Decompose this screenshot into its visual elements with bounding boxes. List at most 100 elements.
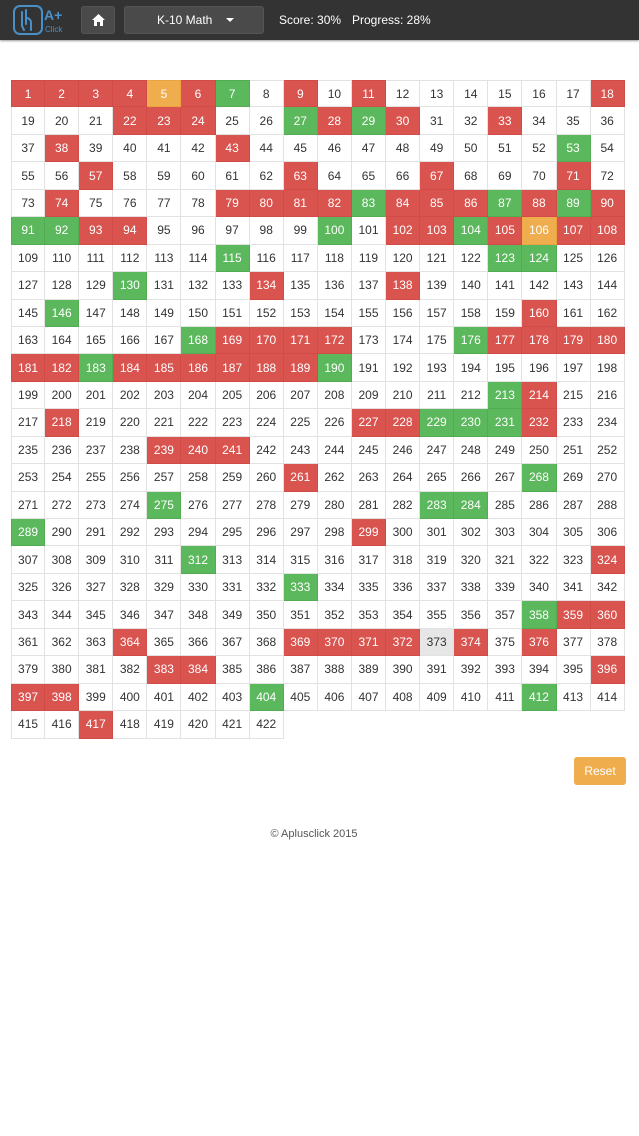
- number-cell[interactable]: 128: [45, 272, 80, 300]
- number-cell[interactable]: 227: [351, 409, 387, 437]
- number-cell[interactable]: 110: [45, 244, 80, 273]
- number-cell[interactable]: 276: [181, 491, 216, 519]
- number-cell[interactable]: 390: [386, 656, 421, 684]
- number-cell[interactable]: 170: [249, 326, 284, 355]
- number-cell[interactable]: 241: [215, 436, 250, 465]
- number-cell[interactable]: 335: [351, 573, 387, 602]
- number-cell[interactable]: 211: [420, 381, 455, 410]
- home-button[interactable]: [81, 6, 115, 34]
- number-cell[interactable]: 375: [488, 628, 523, 657]
- number-cell[interactable]: 328: [113, 573, 148, 602]
- number-cell[interactable]: 373: [420, 628, 455, 657]
- number-cell[interactable]: 315: [283, 546, 318, 574]
- number-cell[interactable]: 415: [11, 711, 46, 739]
- number-cell[interactable]: 37: [11, 134, 46, 163]
- number-cell[interactable]: 107: [556, 217, 591, 245]
- number-cell[interactable]: 205: [215, 381, 250, 410]
- number-cell[interactable]: 102: [386, 217, 421, 245]
- number-cell[interactable]: 279: [283, 491, 318, 519]
- number-cell[interactable]: 17: [556, 80, 591, 108]
- number-cell[interactable]: 233: [556, 409, 591, 437]
- number-cell[interactable]: 240: [181, 436, 216, 465]
- number-cell[interactable]: 89: [556, 189, 591, 218]
- number-cell[interactable]: 71: [556, 162, 591, 190]
- number-cell[interactable]: 253: [11, 464, 46, 492]
- number-cell[interactable]: 9: [283, 80, 318, 108]
- number-cell[interactable]: 413: [556, 683, 591, 712]
- number-cell[interactable]: 172: [317, 326, 352, 355]
- number-cell[interactable]: 180: [590, 326, 625, 355]
- number-cell[interactable]: 409: [420, 683, 455, 712]
- number-cell[interactable]: 144: [590, 272, 625, 300]
- number-cell[interactable]: 163: [11, 326, 46, 355]
- number-cell[interactable]: 313: [215, 546, 250, 574]
- number-cell[interactable]: 231: [488, 409, 523, 437]
- number-cell[interactable]: 63: [283, 162, 318, 190]
- number-cell[interactable]: 274: [113, 491, 148, 519]
- number-cell[interactable]: 281: [351, 491, 387, 519]
- number-cell[interactable]: 43: [215, 134, 250, 163]
- number-cell[interactable]: 246: [386, 436, 421, 465]
- number-cell[interactable]: 47: [351, 134, 387, 163]
- number-cell[interactable]: 283: [420, 491, 455, 519]
- number-cell[interactable]: 177: [488, 326, 523, 355]
- number-cell[interactable]: 29: [351, 107, 387, 135]
- number-cell[interactable]: 157: [420, 299, 455, 327]
- number-cell[interactable]: 38: [45, 134, 80, 163]
- number-cell[interactable]: 312: [181, 546, 216, 574]
- number-cell[interactable]: 53: [556, 134, 591, 163]
- number-cell[interactable]: 12: [386, 80, 421, 108]
- number-cell[interactable]: 13: [420, 80, 455, 108]
- number-cell[interactable]: 123: [488, 244, 523, 273]
- number-cell[interactable]: 347: [147, 601, 182, 629]
- number-cell[interactable]: 397: [11, 683, 46, 712]
- number-cell[interactable]: 367: [215, 628, 250, 657]
- number-cell[interactable]: 3: [79, 80, 114, 108]
- number-cell[interactable]: 280: [317, 491, 352, 519]
- number-cell[interactable]: 148: [113, 299, 148, 327]
- number-cell[interactable]: 374: [454, 628, 489, 657]
- number-cell[interactable]: 171: [283, 326, 318, 355]
- number-cell[interactable]: 132: [181, 272, 216, 300]
- number-cell[interactable]: 284: [454, 491, 489, 519]
- number-cell[interactable]: 75: [79, 189, 114, 218]
- number-cell[interactable]: 365: [147, 628, 182, 657]
- number-cell[interactable]: 133: [215, 272, 250, 300]
- number-cell[interactable]: 27: [283, 107, 318, 135]
- number-cell[interactable]: 97: [215, 217, 250, 245]
- number-cell[interactable]: 155: [351, 299, 387, 327]
- number-cell[interactable]: 41: [147, 134, 182, 163]
- number-cell[interactable]: 401: [147, 683, 182, 712]
- number-cell[interactable]: 34: [522, 107, 557, 135]
- number-cell[interactable]: 152: [249, 299, 284, 327]
- number-cell[interactable]: 368: [249, 628, 284, 657]
- number-cell[interactable]: 45: [283, 134, 318, 163]
- number-cell[interactable]: 244: [317, 436, 352, 465]
- number-cell[interactable]: 372: [386, 628, 421, 657]
- number-cell[interactable]: 309: [79, 546, 114, 574]
- number-cell[interactable]: 404: [249, 683, 284, 712]
- number-cell[interactable]: 6: [181, 80, 216, 108]
- number-cell[interactable]: 334: [317, 573, 352, 602]
- number-cell[interactable]: 229: [420, 409, 455, 437]
- number-cell[interactable]: 204: [181, 381, 216, 410]
- number-cell[interactable]: 243: [283, 436, 318, 465]
- number-cell[interactable]: 104: [454, 217, 489, 245]
- number-cell[interactable]: 61: [215, 162, 250, 190]
- number-cell[interactable]: 321: [488, 546, 523, 574]
- number-cell[interactable]: 343: [11, 601, 46, 629]
- number-cell[interactable]: 325: [11, 573, 46, 602]
- number-cell[interactable]: 388: [317, 656, 352, 684]
- number-cell[interactable]: 198: [590, 354, 625, 382]
- number-cell[interactable]: 305: [556, 519, 591, 547]
- number-cell[interactable]: 131: [147, 272, 182, 300]
- number-cell[interactable]: 370: [317, 628, 352, 657]
- number-cell[interactable]: 31: [420, 107, 455, 135]
- number-cell[interactable]: 80: [249, 189, 284, 218]
- number-cell[interactable]: 70: [522, 162, 557, 190]
- number-cell[interactable]: 85: [420, 189, 455, 218]
- number-cell[interactable]: 272: [45, 491, 80, 519]
- number-cell[interactable]: 369: [283, 628, 318, 657]
- number-cell[interactable]: 122: [454, 244, 489, 273]
- number-cell[interactable]: 176: [454, 326, 489, 355]
